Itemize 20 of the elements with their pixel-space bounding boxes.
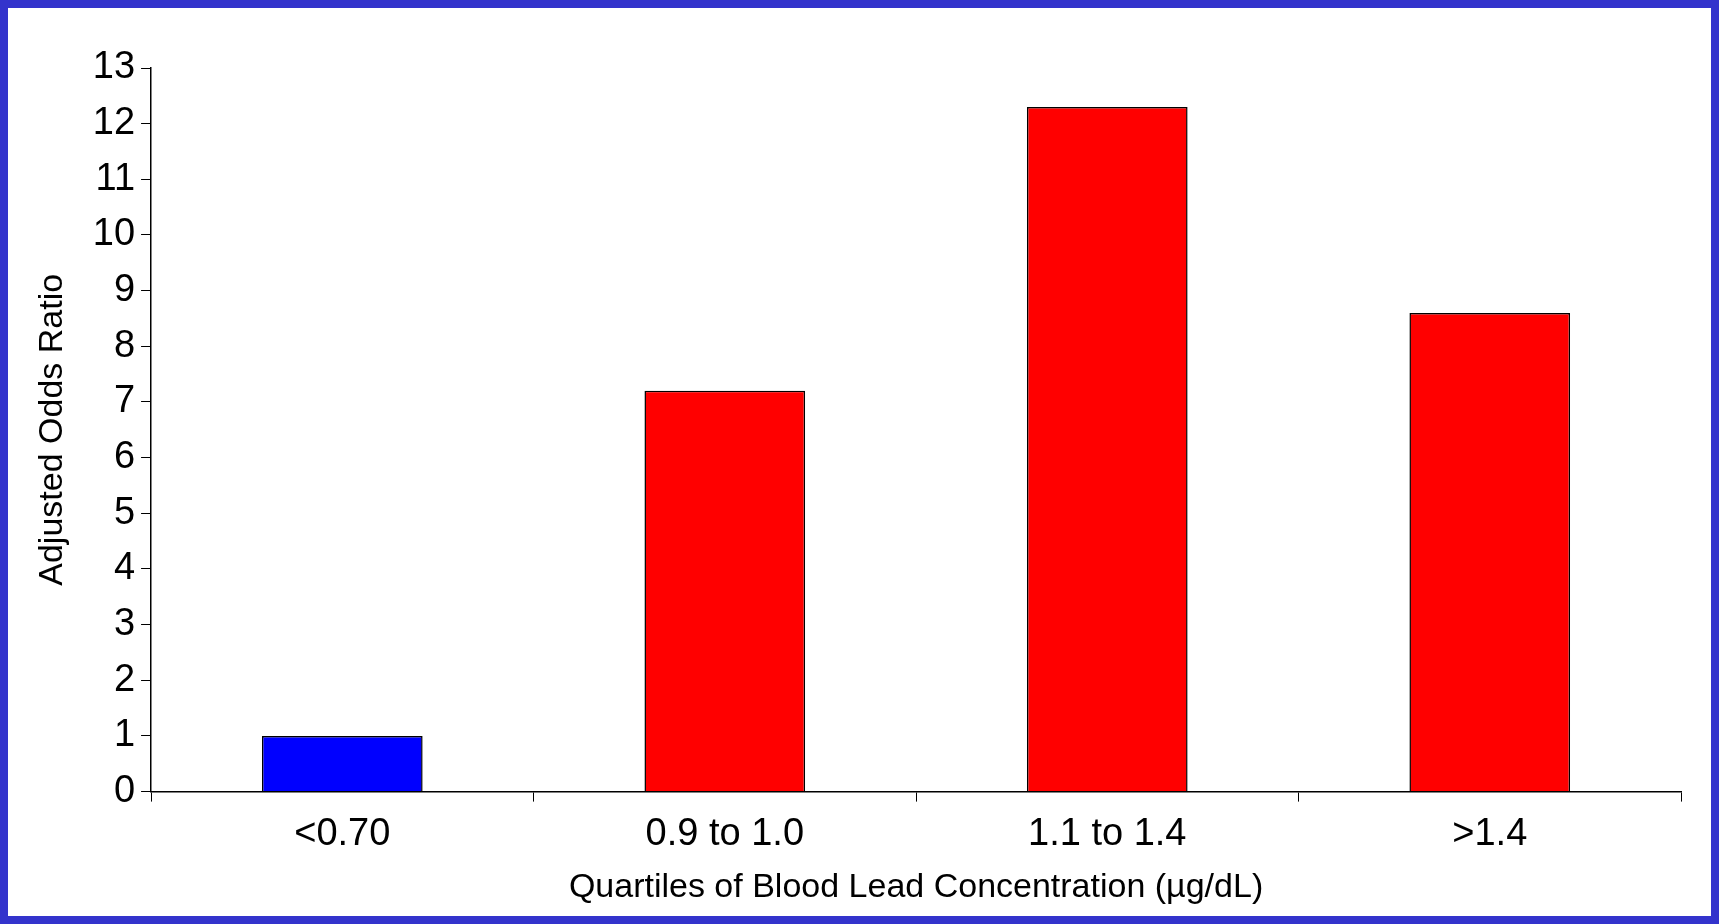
x-tick-label: <0.70	[294, 810, 391, 853]
y-tick-label: 13	[92, 44, 136, 87]
y-tick-label: 11	[95, 155, 136, 198]
y-tick-label: 12	[92, 100, 136, 143]
y-tick-label: 7	[113, 378, 136, 421]
x-tick-label: 1.1 to 1.4	[1028, 810, 1187, 853]
y-tick-label: 1	[113, 712, 136, 755]
x-tick-label: >1.4	[1452, 810, 1528, 853]
y-tick-label: 0	[113, 768, 136, 811]
x-axis-title: Quartiles of Blood Lead Concentration (µg/dL)	[568, 865, 1264, 904]
y-tick-label: 5	[113, 489, 136, 532]
y-tick-label: 3	[113, 601, 136, 644]
y-tick-label: 4	[113, 545, 136, 588]
y-tick-label: 10	[92, 211, 136, 254]
y-tick-label: 2	[113, 656, 136, 699]
y-tick-label: 9	[113, 267, 136, 310]
y-tick-label: 8	[113, 322, 136, 365]
x-tick-label: 0.9 to 1.0	[645, 810, 805, 853]
y-axis-title: Adjusted Odds Ratio	[30, 273, 69, 586]
y-tick-label: 6	[113, 434, 136, 477]
